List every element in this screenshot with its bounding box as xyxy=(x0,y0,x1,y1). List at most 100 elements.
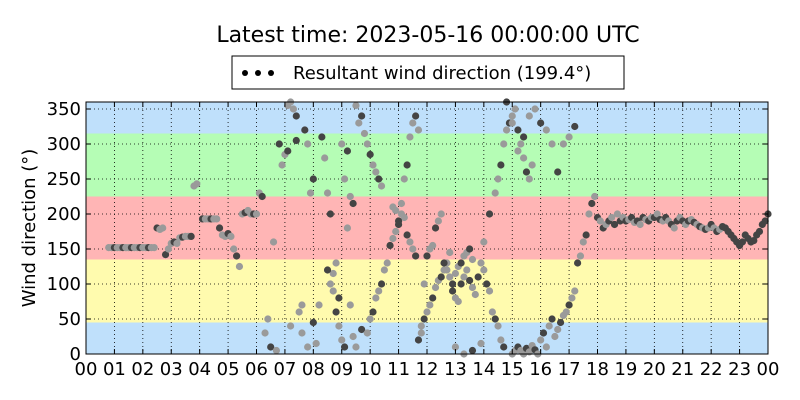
data-point xyxy=(554,325,562,334)
data-point xyxy=(272,346,280,355)
data-point xyxy=(366,315,374,323)
x-tick-label: 07 xyxy=(273,359,296,380)
data-point xyxy=(304,140,312,148)
data-point xyxy=(542,343,550,351)
data-point xyxy=(287,322,295,330)
data-point xyxy=(545,322,553,330)
x-tick-label: 00 xyxy=(757,359,780,380)
data-point xyxy=(346,301,354,309)
legend-marker-dot xyxy=(255,70,261,76)
data-point xyxy=(414,126,423,134)
data-point xyxy=(406,133,414,141)
legend: Resultant wind direction (199.4°) xyxy=(231,55,625,90)
data-point xyxy=(556,318,565,327)
data-point xyxy=(457,259,465,267)
data-point xyxy=(448,287,457,295)
data-point xyxy=(514,126,522,134)
data-point xyxy=(548,140,556,148)
data-point xyxy=(485,287,494,295)
data-point xyxy=(653,210,661,218)
data-point xyxy=(429,241,437,250)
data-point xyxy=(375,175,383,183)
data-point xyxy=(451,269,460,278)
data-point xyxy=(610,220,619,229)
x-tick-label: 20 xyxy=(643,359,666,380)
data-point xyxy=(159,224,167,232)
data-point xyxy=(431,224,440,232)
x-tick-label: 05 xyxy=(217,359,240,380)
data-point xyxy=(377,280,386,288)
data-point xyxy=(187,232,195,240)
data-point xyxy=(358,112,366,120)
data-point xyxy=(161,251,170,259)
data-point xyxy=(565,301,573,309)
data-point xyxy=(608,213,616,222)
data-point xyxy=(670,224,678,232)
data-point xyxy=(426,301,434,309)
data-point xyxy=(417,329,425,337)
data-point xyxy=(613,210,621,218)
data-point xyxy=(750,237,758,245)
data-point xyxy=(443,266,451,274)
data-point xyxy=(329,269,337,278)
x-tick-label: 23 xyxy=(728,359,751,380)
data-point xyxy=(477,259,485,267)
data-point xyxy=(315,301,323,309)
data-point xyxy=(267,343,275,351)
legend-marker-dot xyxy=(242,70,248,76)
data-point xyxy=(437,210,445,218)
data-point xyxy=(309,175,317,183)
data-point xyxy=(372,294,380,302)
data-point xyxy=(761,217,769,225)
data-point xyxy=(466,245,474,253)
data-point xyxy=(392,227,400,236)
data-point xyxy=(414,336,423,344)
data-point xyxy=(193,180,201,188)
data-point xyxy=(338,336,346,344)
data-point xyxy=(335,322,343,330)
data-point xyxy=(574,259,582,267)
y-tick-label: 100 xyxy=(47,274,81,295)
data-point xyxy=(451,343,460,351)
data-point xyxy=(346,192,354,201)
direction-bands xyxy=(86,102,768,354)
data-point xyxy=(289,105,298,113)
data-point xyxy=(292,136,300,145)
data-point xyxy=(338,140,346,148)
legend-marker-dot xyxy=(268,70,274,76)
data-point xyxy=(460,273,468,281)
data-point xyxy=(514,147,522,155)
data-point xyxy=(588,199,596,208)
y-tick-label: 350 xyxy=(47,99,81,120)
x-tick-label: 17 xyxy=(558,359,581,380)
data-point xyxy=(392,206,400,215)
data-point xyxy=(463,266,471,274)
data-point xyxy=(369,308,377,316)
data-point xyxy=(542,126,550,134)
data-point xyxy=(483,280,491,288)
data-point xyxy=(537,119,545,127)
data-point xyxy=(349,332,357,341)
data-point xyxy=(525,175,533,183)
data-point xyxy=(440,259,448,267)
data-point xyxy=(562,308,570,316)
data-point xyxy=(520,154,528,162)
data-point xyxy=(480,238,488,246)
data-point xyxy=(502,126,511,134)
data-point xyxy=(636,220,644,229)
data-points xyxy=(105,98,772,358)
data-point xyxy=(497,336,505,344)
data-point xyxy=(349,199,357,208)
data-point xyxy=(579,238,587,246)
data-point xyxy=(409,119,417,127)
data-point xyxy=(403,231,411,239)
y-tick-label: 250 xyxy=(47,169,81,190)
x-tick-label: 08 xyxy=(302,359,325,380)
band-4 xyxy=(86,102,768,134)
data-point xyxy=(738,238,747,246)
data-point xyxy=(301,126,309,134)
data-point xyxy=(258,192,266,201)
x-tick-label: 16 xyxy=(529,359,552,380)
data-point xyxy=(321,154,329,162)
data-point xyxy=(522,168,531,176)
